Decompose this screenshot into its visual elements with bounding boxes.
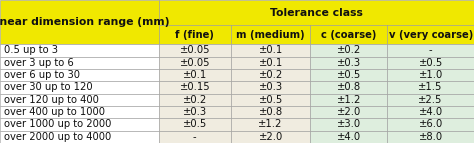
Text: ±2.0: ±2.0: [337, 107, 361, 117]
Bar: [231, 69, 310, 81]
Text: over 2000 up to 4000: over 2000 up to 4000: [4, 132, 111, 142]
Text: 0.5 up to 3: 0.5 up to 3: [4, 45, 58, 55]
Text: ±4.0: ±4.0: [337, 132, 361, 142]
Bar: [159, 57, 231, 69]
Bar: [0, 106, 159, 118]
Text: ±0.1: ±0.1: [182, 70, 207, 80]
Bar: [0, 131, 159, 143]
Text: ±0.8: ±0.8: [259, 107, 283, 117]
Text: ±0.3: ±0.3: [183, 107, 207, 117]
Text: over 6 up to 30: over 6 up to 30: [4, 70, 80, 80]
Bar: [231, 106, 310, 118]
Bar: [0, 94, 159, 106]
Text: ±1.0: ±1.0: [419, 70, 443, 80]
Text: ±0.8: ±0.8: [337, 83, 361, 93]
Text: ±2.0: ±2.0: [258, 132, 283, 142]
Bar: [231, 131, 310, 143]
Bar: [387, 118, 474, 131]
Bar: [0, 57, 159, 69]
Text: over 30 up to 120: over 30 up to 120: [4, 83, 92, 93]
Bar: [310, 81, 387, 94]
Bar: [387, 94, 474, 106]
Text: over 400 up to 1000: over 400 up to 1000: [4, 107, 105, 117]
Text: ±3.0: ±3.0: [337, 120, 361, 130]
Bar: [0, 69, 159, 81]
Text: Tolerance class: Tolerance class: [270, 8, 363, 17]
Bar: [310, 44, 387, 57]
Bar: [159, 69, 231, 81]
Bar: [387, 69, 474, 81]
Bar: [310, 106, 387, 118]
Text: ±0.5: ±0.5: [182, 120, 207, 130]
Bar: [387, 106, 474, 118]
Bar: [310, 25, 387, 44]
Bar: [387, 25, 474, 44]
Text: ±1.2: ±1.2: [337, 95, 361, 105]
Text: Linear dimension range (mm): Linear dimension range (mm): [0, 17, 170, 27]
Bar: [387, 131, 474, 143]
Bar: [159, 94, 231, 106]
Text: v (very coarse): v (very coarse): [389, 30, 473, 40]
Text: ±1.5: ±1.5: [419, 83, 443, 93]
Bar: [159, 0, 474, 25]
Text: ±0.05: ±0.05: [180, 58, 210, 68]
Bar: [0, 0, 159, 44]
Text: ±6.0: ±6.0: [419, 120, 443, 130]
Bar: [310, 118, 387, 131]
Text: -: -: [429, 45, 432, 55]
Bar: [159, 106, 231, 118]
Text: ±0.1: ±0.1: [258, 58, 283, 68]
Bar: [0, 44, 159, 57]
Bar: [310, 94, 387, 106]
Text: ±8.0: ±8.0: [419, 132, 443, 142]
Text: ±0.3: ±0.3: [259, 83, 283, 93]
Bar: [231, 25, 310, 44]
Text: f (fine): f (fine): [175, 30, 214, 40]
Bar: [159, 44, 231, 57]
Text: ±2.5: ±2.5: [419, 95, 443, 105]
Text: ±0.5: ±0.5: [258, 95, 283, 105]
Bar: [387, 57, 474, 69]
Text: ±0.5: ±0.5: [419, 58, 443, 68]
Bar: [387, 44, 474, 57]
Text: -: -: [193, 132, 197, 142]
Text: ±0.2: ±0.2: [258, 70, 283, 80]
Bar: [159, 25, 231, 44]
Text: m (medium): m (medium): [237, 30, 305, 40]
Text: over 120 up to 400: over 120 up to 400: [4, 95, 99, 105]
Text: over 3 up to 6: over 3 up to 6: [4, 58, 73, 68]
Bar: [159, 118, 231, 131]
Text: ±1.2: ±1.2: [258, 120, 283, 130]
Bar: [159, 131, 231, 143]
Bar: [310, 57, 387, 69]
Bar: [310, 131, 387, 143]
Bar: [387, 81, 474, 94]
Text: ±0.15: ±0.15: [180, 83, 210, 93]
Bar: [0, 118, 159, 131]
Text: ±0.1: ±0.1: [258, 45, 283, 55]
Text: ±0.5: ±0.5: [337, 70, 361, 80]
Text: over 1000 up to 2000: over 1000 up to 2000: [4, 120, 111, 130]
Text: ±4.0: ±4.0: [419, 107, 443, 117]
Text: ±0.3: ±0.3: [337, 58, 361, 68]
Text: ±0.2: ±0.2: [182, 95, 207, 105]
Bar: [231, 44, 310, 57]
Text: c (coarse): c (coarse): [321, 30, 376, 40]
Text: ±0.2: ±0.2: [337, 45, 361, 55]
Bar: [231, 94, 310, 106]
Bar: [159, 81, 231, 94]
Bar: [310, 69, 387, 81]
Text: ±0.05: ±0.05: [180, 45, 210, 55]
Bar: [231, 57, 310, 69]
Bar: [231, 81, 310, 94]
Bar: [0, 81, 159, 94]
Bar: [231, 118, 310, 131]
